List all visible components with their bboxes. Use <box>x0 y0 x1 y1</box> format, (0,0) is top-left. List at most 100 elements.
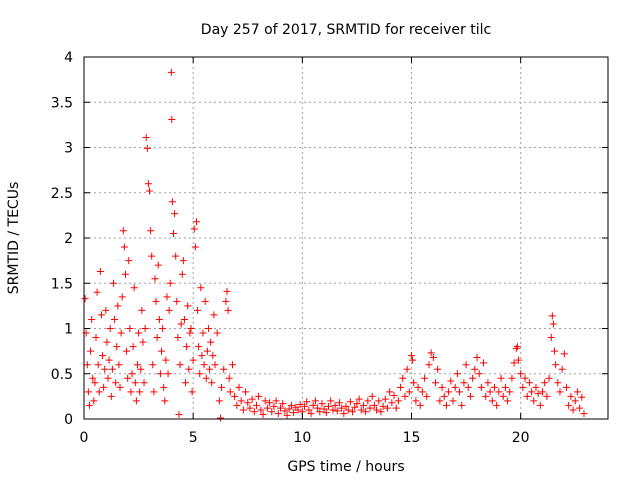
data-point <box>560 350 568 358</box>
y-tick-label: 1.5 <box>51 276 73 292</box>
data-point <box>178 270 186 278</box>
data-point <box>124 374 132 382</box>
data-point <box>172 252 180 260</box>
data-point <box>92 334 100 342</box>
data-point <box>186 329 194 337</box>
data-point <box>111 315 119 323</box>
data-point <box>119 227 127 235</box>
data-point <box>203 347 211 355</box>
data-point <box>84 388 92 396</box>
data-point <box>464 383 472 391</box>
data-point <box>91 379 99 387</box>
data-point <box>266 399 274 407</box>
data-point <box>311 397 319 405</box>
data-point <box>318 400 326 408</box>
data-point <box>129 343 137 351</box>
data-point <box>436 397 444 405</box>
data-point <box>283 411 291 419</box>
data-point <box>261 397 269 405</box>
data-point <box>108 365 116 373</box>
data-point <box>137 365 145 373</box>
data-point <box>149 361 157 369</box>
data-point <box>333 407 341 415</box>
y-axis-label: SRMTID / TECUs <box>6 182 22 295</box>
data-point <box>565 401 573 409</box>
data-point <box>190 225 198 233</box>
data-point <box>136 388 144 396</box>
data-point <box>548 312 556 320</box>
data-point <box>163 293 171 301</box>
data-point <box>394 397 402 405</box>
data-point <box>162 356 170 364</box>
data-point <box>501 383 509 391</box>
data-point <box>514 356 522 364</box>
data-point <box>140 379 148 387</box>
data-point <box>366 404 374 412</box>
data-point <box>281 407 289 415</box>
data-point <box>188 388 196 396</box>
data-point <box>151 275 159 283</box>
y-tick-label: 0.5 <box>51 367 73 383</box>
data-point <box>445 388 453 396</box>
data-point <box>316 408 324 416</box>
data-point <box>408 352 415 360</box>
data-point <box>237 397 245 405</box>
data-point <box>118 293 126 301</box>
data-point <box>294 406 302 414</box>
data-point <box>484 379 492 387</box>
data-point <box>81 295 89 303</box>
data-point <box>462 361 470 369</box>
data-point <box>340 410 348 418</box>
data-point <box>117 329 125 337</box>
data-point <box>168 198 176 206</box>
data-point <box>202 374 210 382</box>
data-point <box>173 297 181 305</box>
data-point <box>96 267 104 275</box>
data-point <box>196 370 204 378</box>
data-point <box>303 398 311 406</box>
data-point <box>349 408 357 416</box>
data-point <box>189 356 197 364</box>
data-point <box>147 227 155 235</box>
data-point <box>130 284 138 292</box>
data-point <box>370 401 378 409</box>
data-point <box>305 406 313 414</box>
data-point <box>373 406 381 414</box>
data-point <box>379 402 387 410</box>
data-point <box>290 409 298 417</box>
x-axis-label: GPS time / hours <box>287 459 404 475</box>
data-point <box>142 134 150 142</box>
data-point <box>416 401 424 409</box>
data-point <box>488 397 496 405</box>
y-tick-label: 1 <box>64 322 73 338</box>
data-point <box>541 379 549 387</box>
data-point <box>215 397 223 405</box>
data-point <box>185 365 193 373</box>
data-point <box>528 388 536 396</box>
data-point <box>144 180 152 188</box>
data-point <box>357 406 365 414</box>
data-point <box>473 353 481 361</box>
data-point <box>208 379 216 387</box>
data-point <box>510 359 518 367</box>
data-point <box>331 401 339 409</box>
data-point <box>252 401 260 409</box>
data-point <box>207 338 215 346</box>
data-point <box>440 392 448 400</box>
data-point <box>176 361 184 369</box>
data-point <box>120 243 128 251</box>
data-point <box>123 347 131 355</box>
data-point <box>471 365 479 373</box>
data-point <box>106 325 114 332</box>
data-point <box>364 397 372 405</box>
data-point <box>351 403 359 411</box>
y-tick-label: 2.5 <box>51 186 73 202</box>
data-point <box>259 410 267 418</box>
data-point <box>93 288 101 296</box>
grid-layer <box>84 57 608 419</box>
data-point <box>418 388 426 396</box>
data-point <box>152 297 160 305</box>
data-point <box>268 408 276 416</box>
data-point <box>397 383 405 391</box>
tick-labels-layer: 0 5 10 15 20 0 0.5 1 1.5 2 2.5 3 3.5 4 <box>51 50 530 446</box>
